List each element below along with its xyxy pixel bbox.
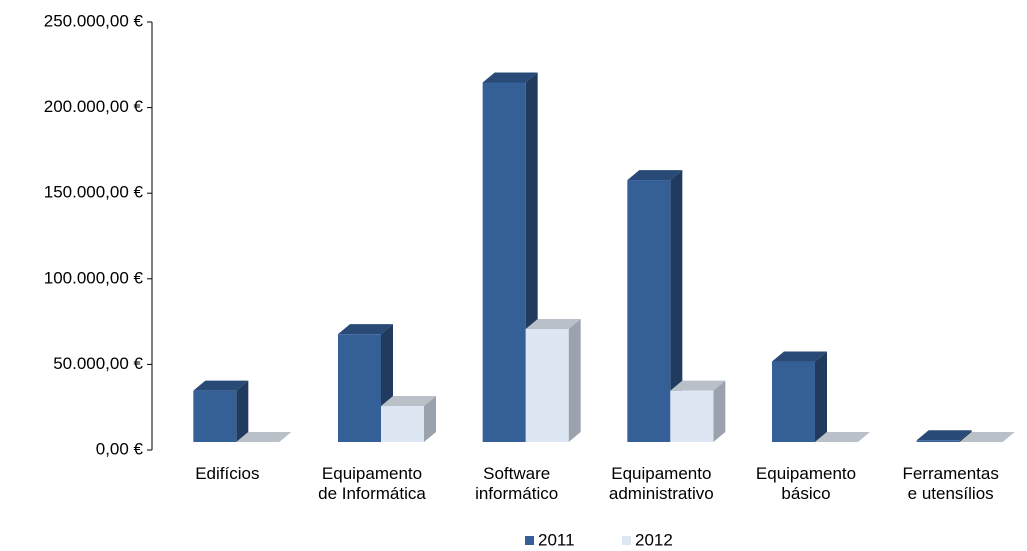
x-tick-label: Software informático bbox=[475, 464, 559, 503]
x-tick-label: Ferramentas e utensílios bbox=[902, 464, 999, 503]
bar-front bbox=[916, 440, 960, 442]
bar-side bbox=[424, 396, 436, 442]
bar-top bbox=[338, 324, 393, 335]
bar-front bbox=[193, 390, 237, 442]
bar-top bbox=[670, 380, 726, 391]
bar-front bbox=[482, 82, 526, 442]
bar bbox=[381, 396, 436, 442]
legend-label: 2012 bbox=[635, 530, 673, 549]
bar-top bbox=[236, 432, 292, 442]
bar-front bbox=[381, 406, 424, 442]
y-tick-label: 250.000,00 € bbox=[44, 11, 144, 30]
bar bbox=[772, 351, 827, 442]
bar-front bbox=[525, 329, 569, 442]
bar bbox=[670, 380, 726, 442]
bar-top bbox=[627, 170, 683, 181]
y-tick-label: 200.000,00 € bbox=[44, 97, 144, 116]
bar-top bbox=[525, 319, 581, 330]
x-tick-label: Equipamento de Informática bbox=[318, 464, 426, 503]
bar-side bbox=[815, 351, 827, 442]
x-tick-label: Equipamento básico bbox=[755, 464, 857, 503]
y-tick-label: 0,00 € bbox=[96, 439, 144, 458]
bar-front bbox=[627, 180, 671, 442]
x-tick-label: Equipamento administrativo bbox=[608, 464, 714, 503]
bar-front bbox=[670, 390, 714, 442]
bar-top bbox=[772, 351, 827, 362]
bar bbox=[193, 380, 249, 442]
bar-side bbox=[568, 319, 581, 442]
bar bbox=[916, 430, 972, 442]
y-tick-label: 150.000,00 € bbox=[44, 183, 144, 202]
bar-top bbox=[193, 380, 249, 391]
bar bbox=[959, 432, 1015, 442]
bar bbox=[627, 170, 683, 442]
y-tick-label: 100.000,00 € bbox=[44, 268, 144, 287]
bar-front bbox=[772, 361, 815, 442]
bar-side bbox=[236, 380, 249, 442]
x-tick-label: Edifícios bbox=[195, 464, 260, 483]
bar bbox=[815, 432, 870, 442]
bar-side bbox=[713, 380, 726, 442]
legend-swatch bbox=[525, 536, 534, 545]
bar-top bbox=[482, 72, 538, 83]
bar-top bbox=[381, 396, 436, 407]
bar-front bbox=[338, 334, 381, 442]
bar bbox=[236, 432, 292, 442]
y-tick-label: 50.000,00 € bbox=[53, 354, 143, 373]
legend-label: 2011 bbox=[538, 530, 575, 549]
bar-top bbox=[916, 430, 972, 441]
bar-side bbox=[670, 170, 683, 442]
bar-top bbox=[959, 432, 1015, 442]
bar-top bbox=[815, 432, 870, 442]
bar-side bbox=[959, 430, 972, 442]
bar bbox=[525, 319, 581, 442]
legend-swatch bbox=[622, 536, 631, 545]
